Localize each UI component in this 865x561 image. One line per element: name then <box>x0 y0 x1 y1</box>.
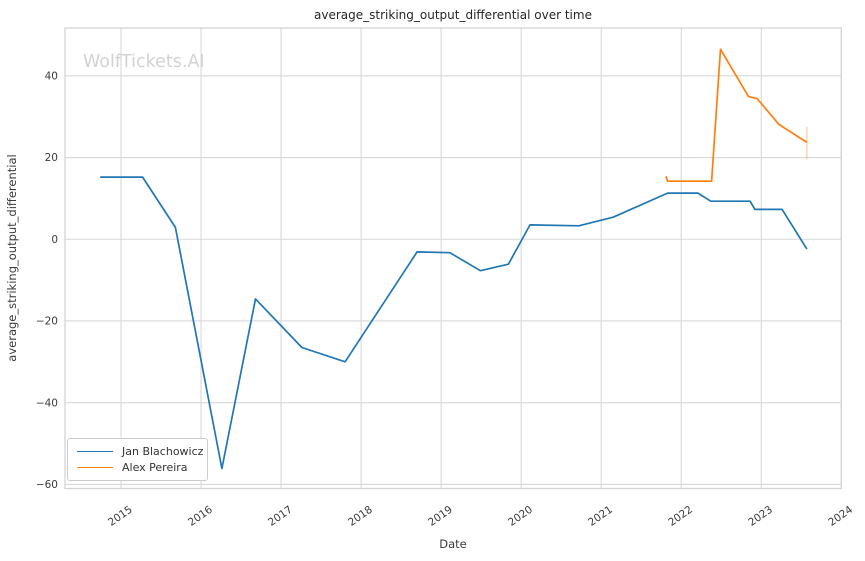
y-tick-label: −20 <box>36 316 58 328</box>
x-tick-label: 2020 <box>506 504 535 529</box>
y-tick-label: −40 <box>36 397 58 409</box>
x-tick-label: 2019 <box>426 504 455 529</box>
y-tick-label: 0 <box>51 234 58 246</box>
series-line-alex-pereira <box>665 48 808 183</box>
legend-item: Jan Blachowicz <box>77 445 203 458</box>
legend-line-swatch-orange <box>77 467 113 469</box>
y-tick-label: 40 <box>45 71 58 83</box>
series-line-jan-blachowicz <box>100 176 808 470</box>
y-axis-label: average_striking_output_differential <box>5 154 19 361</box>
x-tick-label: 2022 <box>666 504 695 529</box>
legend: Jan Blachowicz Alex Pereira <box>67 438 208 481</box>
x-tick-label: 2017 <box>266 504 295 529</box>
legend-label: Jan Blachowicz <box>122 444 204 458</box>
x-tick-label: 2021 <box>586 504 615 529</box>
legend-label: Alex Pereira <box>122 461 188 475</box>
chart-title: average_striking_output_differential ove… <box>314 8 592 22</box>
x-tick-label: 2016 <box>186 503 215 528</box>
legend-item: Alex Pereira <box>77 461 198 474</box>
watermark: WolfTickets.AI <box>83 52 205 72</box>
legend-line-swatch-blue <box>77 450 113 452</box>
x-tick-label: 2018 <box>346 504 375 529</box>
x-axis-label: Date <box>439 537 467 551</box>
plot-border <box>64 27 842 490</box>
x-tick-label: 2023 <box>746 504 775 529</box>
x-tick-label: 2024 <box>826 503 855 528</box>
y-tick-label: 20 <box>45 152 58 164</box>
plot-area: −60 −40 −20 0 20 40 2015 2016 2017 2018 2019 2020 20… <box>36 27 855 529</box>
y-tick-label: −60 <box>36 479 58 491</box>
x-tick-label: 2015 <box>106 504 135 529</box>
